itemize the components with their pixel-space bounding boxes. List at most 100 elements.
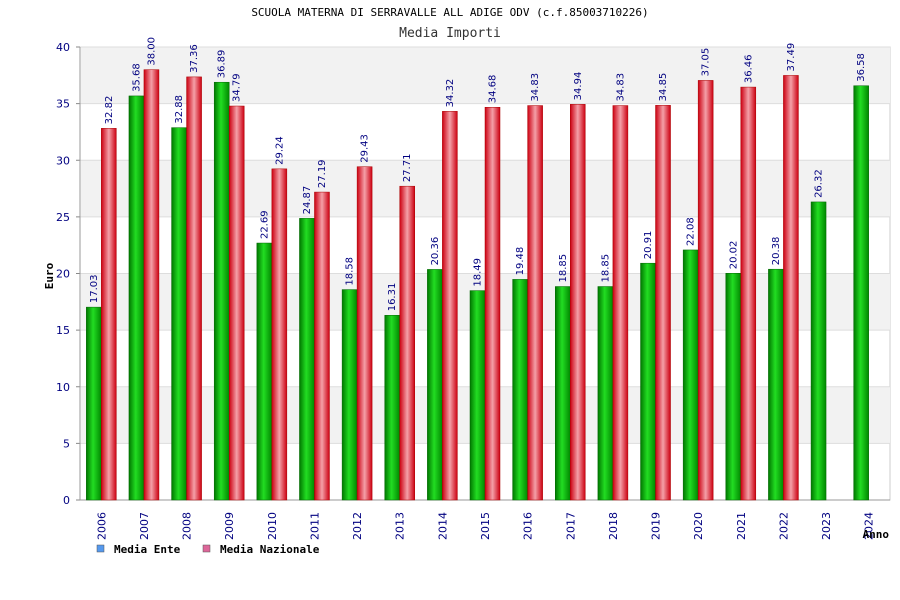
value-label-media-ente-2012: 18.58 [345,257,356,286]
x-axis-label: Anno [863,528,890,541]
value-label-media-ente-2019: 20.91 [643,231,654,260]
bar-media-ente-2022 [768,268,784,501]
bar-media-nazionale-2016 [527,105,543,501]
x-tick-label-2015: 2015 [479,512,492,540]
legend-label-media-ente: Media Ente [114,543,181,556]
value-label-media-nazionale-2009: 34.79 [232,73,243,102]
value-label-media-ente-2016: 19.48 [515,247,526,276]
legend-swatch-media-ente [96,544,105,553]
x-tick-label-2010: 2010 [266,512,279,540]
bar-media-ente-2014 [427,269,443,501]
chart-subtitle: Media Importi [399,26,501,41]
x-tick-label-2018: 2018 [607,512,620,540]
bar-media-nazionale-2010 [271,168,288,501]
bar-media-ente-2013 [384,315,400,501]
bar-media-nazionale-2018 [612,105,629,501]
bar-media-ente-2023 [810,201,827,501]
x-tick-label-2020: 2020 [692,512,705,540]
value-label-media-ente-2007: 35.68 [131,63,142,92]
x-tick-label-2008: 2008 [181,512,194,540]
value-label-media-ente-2024: 36.58 [856,53,867,82]
bar-media-nazionale-2011 [314,191,330,501]
bar-media-nazionale-2012 [356,166,373,501]
grid-band [81,47,890,104]
bar-media-nazionale-2022 [783,75,799,501]
x-tick-label-2017: 2017 [564,512,577,540]
value-label-media-ente-2021: 20.02 [728,241,739,270]
bar-media-nazionale-2006 [101,128,117,501]
x-tick-label-2021: 2021 [735,512,748,540]
y-tick-label: 35 [56,98,70,111]
value-label-media-ente-2013: 16.31 [387,283,398,312]
value-label-media-ente-2008: 32.88 [174,95,185,124]
value-label-media-ente-2022: 20.38 [771,237,782,266]
x-tick-label-2022: 2022 [777,512,790,540]
x-tick-label-2014: 2014 [436,512,449,540]
x-tick-label-2012: 2012 [351,512,364,540]
bar-media-nazionale-2013 [399,185,415,501]
value-label-media-nazionale-2018: 34.83 [615,73,626,102]
chart-title: SCUOLA MATERNA DI SERRAVALLE ALL ADIGE O… [251,6,648,19]
bar-media-ente-2017 [555,286,571,501]
x-tick-label-2006: 2006 [95,512,108,540]
bar-media-ente-2015 [469,290,486,501]
y-tick-label: 0 [63,494,70,507]
legend-swatch-media-nazionale [202,544,211,553]
value-label-media-nazionale-2017: 34.94 [573,72,584,101]
bars [86,69,869,501]
bar-media-ente-2016 [512,279,528,501]
y-tick-label: 5 [63,437,70,450]
value-label-media-ente-2017: 18.85 [558,254,569,283]
value-label-media-ente-2006: 17.03 [89,274,100,303]
bar-media-ente-2010 [256,242,273,501]
value-labels: 17.03 32.82 35.68 38.00 32.88 37.36 36.89 34.79… [89,37,867,311]
bar-media-nazionale-2019 [655,105,671,501]
x-tick-label-2011: 2011 [308,512,321,540]
x-tick-label-2024: 2024 [863,512,876,540]
value-label-media-ente-2014: 20.36 [430,237,441,266]
value-label-media-nazionale-2011: 27.19 [317,159,328,188]
value-label-media-ente-2009: 36.89 [217,50,228,79]
value-label-media-ente-2010: 22.69 [259,210,270,239]
bar-media-nazionale-2020 [697,80,714,501]
bar-media-nazionale-2021 [740,86,757,501]
x-axis-ticks: 2006 2007 2008 2009 2010 2011 2012 2013 2014 2015… [95,512,875,540]
x-tick-label-2013: 2013 [394,512,407,540]
bar-media-nazionale-2007 [143,69,160,501]
x-tick-label-2019: 2019 [650,512,663,540]
bar-media-nazionale-2015 [484,106,501,501]
x-tick-label-2023: 2023 [820,512,833,540]
value-label-media-nazionale-2016: 34.83 [530,73,541,102]
value-label-media-nazionale-2006: 32.82 [104,96,115,125]
bar-media-ente-2009 [213,81,230,501]
bar-media-ente-2006 [86,306,102,501]
value-label-media-ente-2015: 18.49 [473,258,484,287]
value-label-media-nazionale-2012: 29.43 [360,134,371,163]
y-tick-label: 20 [56,268,70,281]
bar-media-ente-2020 [682,249,699,501]
y-tick-label: 30 [56,154,70,167]
bar-media-ente-2008 [171,127,187,501]
y-tick-label: 25 [56,211,70,224]
value-label-media-nazionale-2014: 34.32 [445,79,456,108]
bar-media-ente-2012 [341,289,358,501]
bar-media-nazionale-2014 [442,111,458,501]
value-label-media-nazionale-2015: 34.68 [488,75,499,104]
value-label-media-nazionale-2010: 29.24 [274,136,285,165]
value-label-media-nazionale-2007: 38.00 [146,37,157,66]
value-label-media-nazionale-2021: 36.46 [743,54,754,83]
x-tick-label-2016: 2016 [522,512,535,540]
y-tick-label: 40 [56,41,70,54]
x-tick-label-2007: 2007 [138,512,151,540]
value-label-media-nazionale-2022: 37.49 [786,43,797,72]
value-label-media-ente-2020: 22.08 [686,217,697,246]
y-tick-label: 15 [56,324,70,337]
value-label-media-ente-2018: 18.85 [600,254,611,283]
legend: Media Ente Media Nazionale [96,543,320,556]
bar-media-ente-2007 [128,95,145,501]
value-label-media-ente-2011: 24.87 [302,186,313,215]
value-label-media-nazionale-2008: 37.36 [189,44,200,73]
y-axis-label: Euro [43,262,56,289]
bar-media-ente-2018 [597,286,614,501]
